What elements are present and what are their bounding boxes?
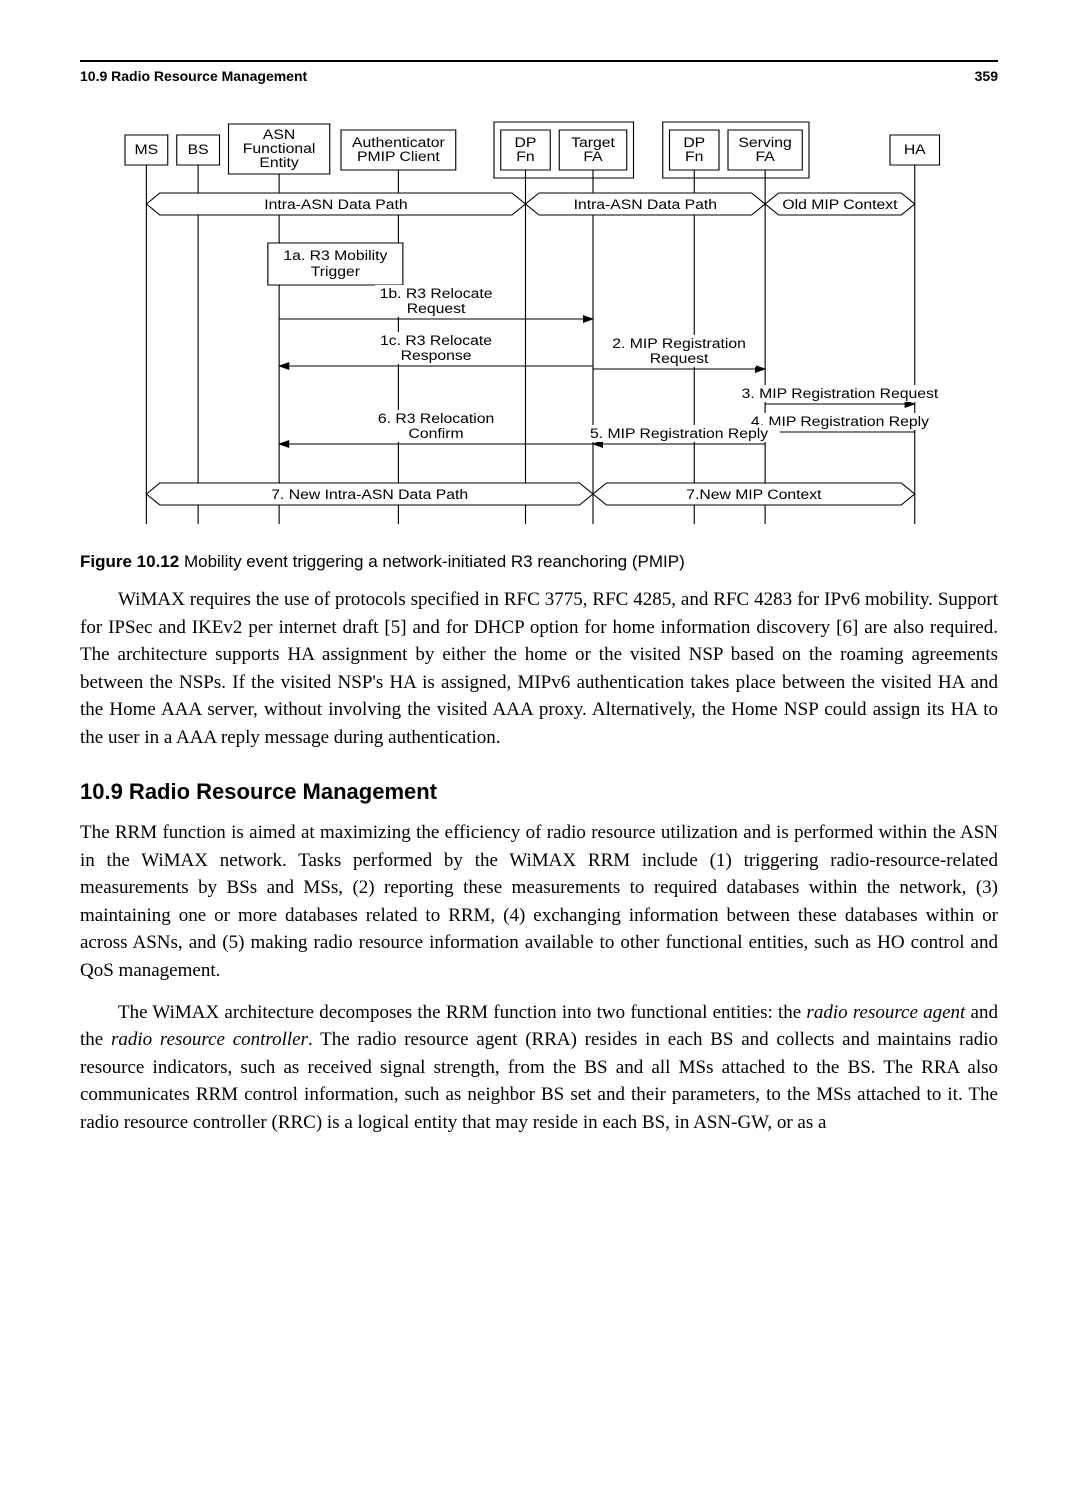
svg-text:7.New MIP Context: 7.New MIP Context [686, 488, 822, 503]
p3-em1: radio resource agent [806, 1002, 965, 1023]
section-heading-10-9: 10.9 Radio Resource Management [80, 779, 998, 805]
svg-text:3. MIP Registration Request: 3. MIP Registration Request [742, 387, 939, 402]
paragraph-1: WiMAX requires the use of protocols spec… [80, 586, 998, 751]
svg-text:Functional: Functional [243, 142, 316, 157]
page: 10.9 Radio Resource Management 359 MS BS A… [0, 0, 1078, 1190]
figure-10-12: MS BS ASNFunctionalEntity AuthenticatorPMIP… [80, 114, 998, 572]
svg-text:Response: Response [401, 349, 472, 364]
svg-text:HA: HA [904, 143, 926, 158]
p3-pre: The WiMAX architecture decomposes the RR… [118, 1002, 806, 1023]
svg-text:MS: MS [135, 143, 159, 158]
svg-text:1c. R3 Relocate: 1c. R3 Relocate [380, 334, 492, 349]
sequence-diagram: MS BS ASNFunctionalEntity AuthenticatorPMIP… [80, 114, 980, 544]
svg-text:Fn: Fn [516, 150, 534, 165]
top-rule [80, 60, 998, 62]
paragraph-2: The RRM function is aimed at maximizing … [80, 819, 998, 984]
p3-em2: radio resource controller [111, 1029, 308, 1050]
svg-text:Fn: Fn [685, 150, 703, 165]
figure-number: Figure 10.12 [80, 552, 179, 571]
svg-text:Target: Target [571, 136, 616, 151]
svg-text:5. MIP Registration Reply: 5. MIP Registration Reply [590, 427, 769, 442]
svg-text:Intra-ASN Data Path: Intra-ASN Data Path [574, 198, 717, 213]
figure-caption: Figure 10.12 Mobility event triggering a… [80, 552, 998, 572]
svg-text:FA: FA [755, 150, 774, 165]
svg-text:1a. R3 Mobility: 1a. R3 Mobility [283, 249, 388, 264]
svg-text:6. R3 Relocation: 6. R3 Relocation [378, 412, 494, 427]
running-section: 10.9 Radio Resource Management [80, 68, 307, 84]
svg-text:Intra-ASN Data Path: Intra-ASN Data Path [264, 198, 407, 213]
svg-text:FA: FA [583, 150, 602, 165]
svg-text:1b. R3 Relocate: 1b. R3 Relocate [380, 287, 493, 302]
figure-caption-body: Mobility event triggering a network-init… [184, 552, 685, 571]
paragraph-3: The WiMAX architecture decomposes the RR… [80, 999, 998, 1137]
svg-text:Confirm: Confirm [409, 427, 464, 442]
page-number: 359 [975, 68, 998, 84]
svg-text:BS: BS [188, 143, 209, 158]
svg-text:Authenticator: Authenticator [352, 136, 445, 151]
svg-text:DP: DP [683, 136, 705, 151]
svg-text:PMIP Client: PMIP Client [357, 150, 441, 165]
svg-text:DP: DP [515, 136, 537, 151]
svg-text:ASN: ASN [263, 128, 295, 143]
svg-text:Old MIP Context: Old MIP Context [782, 198, 898, 213]
svg-text:Trigger: Trigger [311, 265, 360, 280]
svg-text:Serving: Serving [738, 136, 791, 151]
svg-text:Entity: Entity [259, 156, 299, 171]
svg-text:Request: Request [407, 302, 467, 317]
svg-text:2. MIP Registration: 2. MIP Registration [612, 337, 746, 352]
running-header: 10.9 Radio Resource Management 359 [80, 68, 998, 84]
svg-text:Request: Request [650, 352, 710, 367]
svg-text:7. New Intra-ASN Data Path: 7. New Intra-ASN Data Path [271, 488, 468, 503]
